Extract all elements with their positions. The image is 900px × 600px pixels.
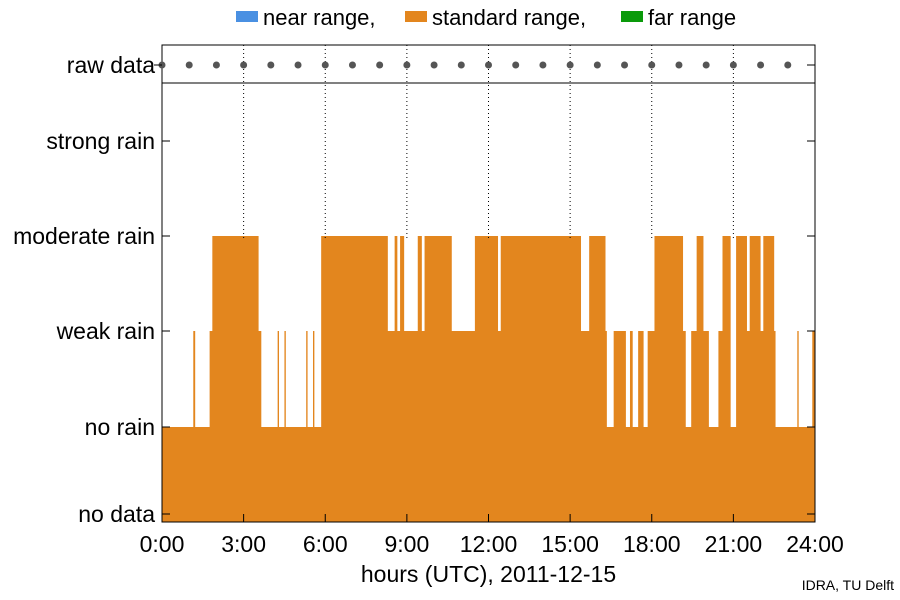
plot-areas [162, 236, 815, 522]
x-axis-label: hours (UTC), 2011-12-15 [361, 561, 616, 587]
raw-data-point [539, 62, 546, 69]
legend-swatch [621, 11, 643, 22]
raw-data-point [567, 62, 574, 69]
raw-data-point [186, 62, 193, 69]
y-tick-label: moderate rain [13, 223, 155, 249]
y-tick-label: weak rain [56, 318, 155, 344]
raw-data-point [730, 62, 737, 69]
raw-data-points: raw data [67, 52, 815, 78]
x-tick-label: 24:00 [786, 531, 844, 557]
raw-data-point [648, 62, 655, 69]
legend-label: far range [648, 5, 736, 30]
legend-label: standard range, [432, 5, 586, 30]
raw-data-point [267, 62, 274, 69]
legend-swatch [405, 11, 427, 22]
x-tick-label: 15:00 [541, 531, 599, 557]
raw-data-point [322, 62, 329, 69]
y-tick-label: no data [78, 501, 155, 527]
raw-data-point [349, 62, 356, 69]
raw-data-point [784, 62, 791, 69]
raw-data-point [431, 62, 438, 69]
raw-data-point [213, 62, 220, 69]
x-tick-label: 6:00 [303, 531, 348, 557]
raw-data-point [675, 62, 682, 69]
raw-data-point [594, 62, 601, 69]
legend: near range, standard range, far range [236, 5, 736, 30]
legend-swatch [236, 11, 258, 22]
credit-text: IDRA, TU Delft [802, 577, 894, 593]
raw-data-point [295, 62, 302, 69]
grid-lines [244, 45, 734, 238]
raw-data-point [403, 62, 410, 69]
legend-label: near range, [263, 5, 376, 30]
raw-data-point [703, 62, 710, 69]
raw-data-point [621, 62, 628, 69]
raw-data-point [458, 62, 465, 69]
x-tick-label: 18:00 [623, 531, 681, 557]
raw-data-point [757, 62, 764, 69]
raw-data-label: raw data [67, 52, 155, 78]
x-tick-label: 0:00 [140, 531, 185, 557]
x-tick-label: 21:00 [705, 531, 763, 557]
y-tick-label: no rain [85, 414, 155, 440]
raw-data-point [376, 62, 383, 69]
raw-data-point [240, 62, 247, 69]
raw-data-point [485, 62, 492, 69]
series-area [162, 236, 815, 522]
x-tick-label: 9:00 [384, 531, 429, 557]
x-tick-label: 3:00 [221, 531, 266, 557]
y-tick-label: strong rain [46, 128, 155, 154]
x-tick-label: 12:00 [460, 531, 518, 557]
raw-data-point [512, 62, 519, 69]
